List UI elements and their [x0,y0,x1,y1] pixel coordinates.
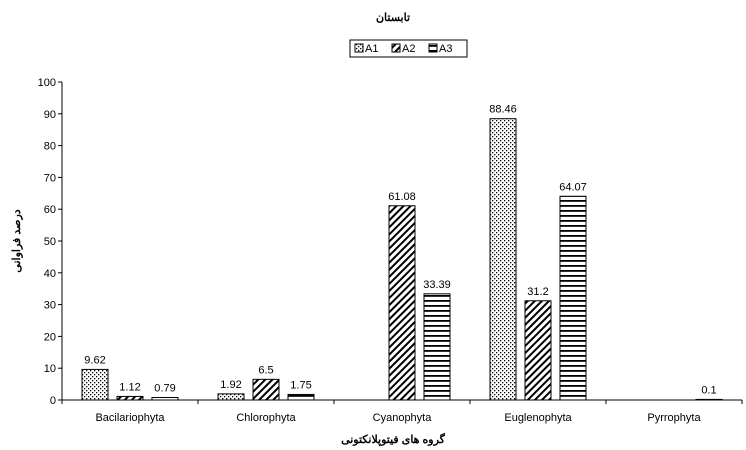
data-label: 88.46 [489,104,517,116]
bar-a2 [524,300,552,401]
bar-a2 [252,378,280,401]
bar-a3 [423,293,451,401]
bar-a1 [81,368,109,401]
data-label: 31.2 [527,286,548,298]
legend-box [349,39,468,58]
y-tick-label: 60 [44,204,56,216]
legend-swatch-a3 [428,43,438,53]
legend-label-a3: A3 [439,43,452,55]
bar-a2 [116,395,144,401]
bar-a3 [287,393,315,401]
bar-a2 [388,205,416,401]
data-label: 1.92 [220,379,241,391]
bar-a3 [559,195,587,401]
x-axis-title: گروه های فیتوپلانکتونی [341,432,446,446]
bars [81,118,723,401]
bar-a1 [489,118,517,401]
x-category-label: Chlorophyta [236,412,296,424]
y-tick-label: 90 [44,109,56,121]
y-tick-label: 40 [44,268,56,280]
bar-a1 [217,393,245,401]
x-axis-categories: Bacilariophyta Chlorophyta Cyanophyta Eugle… [61,400,743,424]
data-label: 0.1 [701,384,716,396]
data-label: 0.79 [154,382,175,394]
x-category-label: Bacilariophyta [95,412,165,424]
y-tick-label: 30 [44,300,56,312]
data-label: 1.12 [119,381,140,393]
x-category-label: Euglenophyta [504,412,572,424]
y-tick-label: 80 [44,141,56,153]
data-label: 9.62 [84,354,105,366]
y-tick-label: 70 [44,172,56,184]
y-axis-ticks: 0 10 20 30 40 50 60 70 80 90 100 [38,77,62,407]
x-category-label: Cyanophyta [373,412,433,424]
legend-swatch-a1 [354,43,364,53]
y-tick-label: 10 [44,363,56,375]
data-label: 64.07 [559,181,587,193]
legend: A1 A2 A3 [349,39,468,58]
data-label: 33.39 [423,279,451,291]
y-tick-label: 0 [50,395,56,407]
data-label: 6.5 [258,364,273,376]
legend-label-a1: A1 [365,43,378,55]
chart-title: تابستان [376,12,410,24]
legend-label-a2: A2 [402,43,415,55]
y-axis-title: درصد فراوانی [11,209,23,272]
y-tick-label: 50 [44,236,56,248]
y-tick-label: 20 [44,331,56,343]
data-label: 1.75 [290,379,311,391]
data-labels: 9.62 1.12 0.79 1.92 6.5 1.75 61.08 33.39 88.46 31… [84,104,716,397]
x-category-label: Pyrrophyta [647,412,701,424]
legend-swatch-a2 [391,43,401,53]
y-tick-label: 100 [38,77,56,89]
data-label: 61.08 [388,191,416,203]
